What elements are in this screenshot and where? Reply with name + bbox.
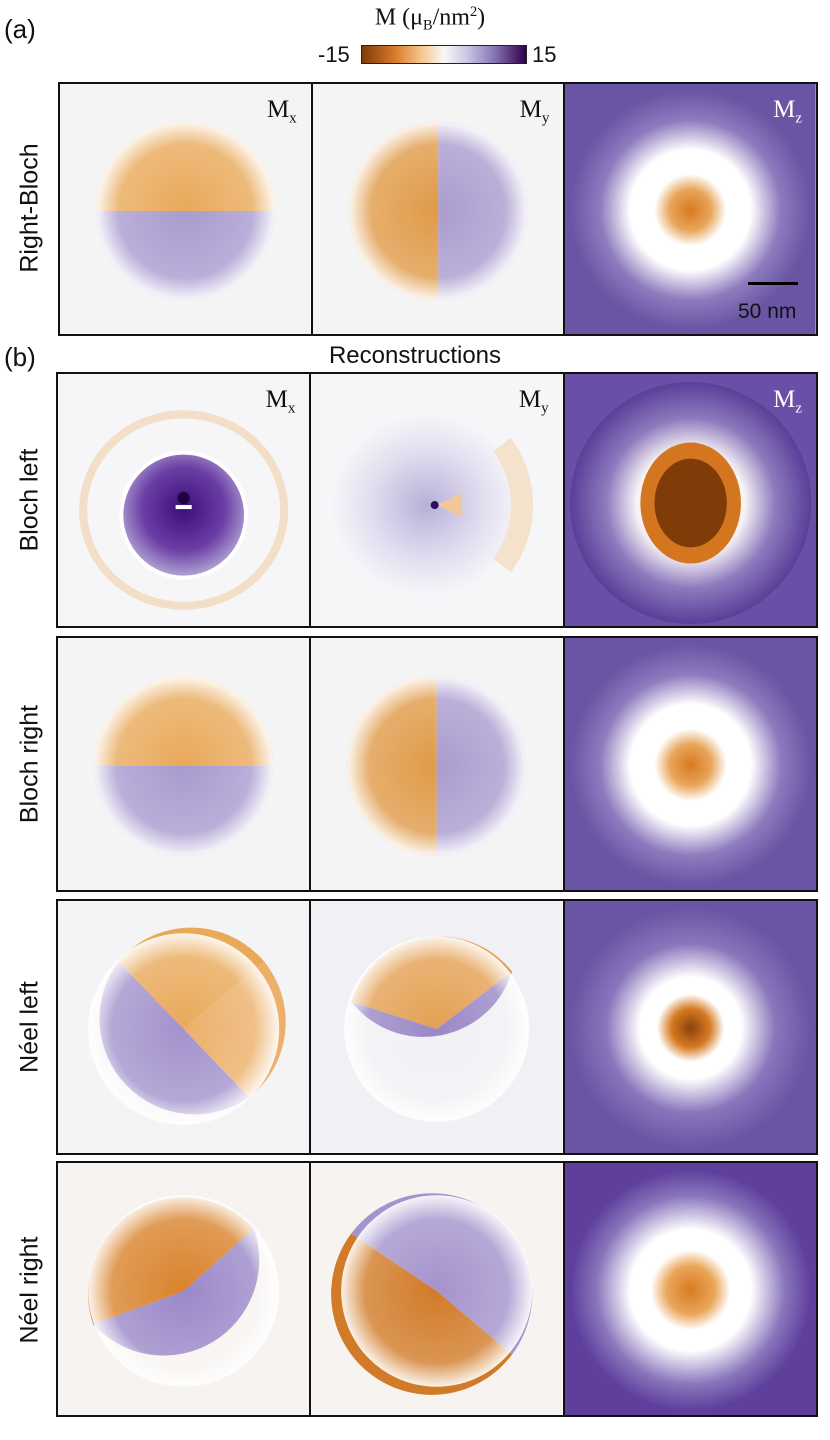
mz-map-image [564,1163,816,1415]
mz-map-image [564,374,816,626]
row-label-bloch-right: Bloch right [15,704,44,824]
mx-label: Mx [266,96,297,127]
row-bloch-right [56,636,818,892]
scale-bar-label: 50 nm [738,300,797,323]
mz-map [564,638,816,890]
mz-map-image [564,901,816,1153]
my-map: My [311,374,565,626]
mx-map [58,1163,312,1415]
mx-map [58,638,312,890]
colorbar-max-label: 15 [532,42,557,67]
my-map [311,1163,565,1415]
row-label-neel-left: Néel left [15,981,44,1073]
panel-b-letter: (b) [4,342,36,372]
mz-map [564,901,816,1153]
mz-map-image [565,84,817,334]
mz-label: Mz [773,386,802,417]
colorbar-title: M (μB/nm2) [374,4,486,34]
mx-map: Mx [60,84,313,334]
my-map-image [311,638,563,890]
panel-a-letter: (a) [4,14,36,44]
my-map: My [312,84,566,334]
mz-map-image [564,638,816,890]
mx-map-image [58,638,310,890]
my-label: My [518,386,549,417]
my-map-image [311,1163,563,1415]
mx-map-image [60,84,311,334]
my-label: My [519,96,550,127]
mx-map [58,901,312,1153]
row-label-neel-right: Néel right [15,1236,44,1344]
row-right-bloch: Mx My Mz [58,82,818,336]
colorbar-min-label: -15 [318,42,350,67]
row-neel-left [56,899,818,1155]
mx-map-image [58,1163,310,1415]
colorbar [361,45,527,64]
row-label-right-bloch: Right-Bloch [15,143,44,273]
mz-map: Mz [564,374,816,626]
row-bloch-left: Mx My Mz [56,372,818,628]
row-label-bloch-left: Bloch left [15,448,44,552]
my-map-image [311,901,563,1153]
mz-map [564,1163,816,1415]
mz-map: Mz [565,84,817,334]
mx-map-image [58,374,310,626]
my-map-image [311,374,563,626]
my-map [311,901,565,1153]
my-map-image [312,84,564,334]
mx-map: Mx [58,374,312,626]
my-map [311,638,565,890]
row-neel-right [56,1161,818,1417]
mz-label: Mz [773,96,803,127]
mx-map-image [58,901,310,1153]
scale-bar [748,282,798,285]
reconstructions-title: Reconstructions [328,342,502,369]
mx-label: Mx [265,386,296,417]
